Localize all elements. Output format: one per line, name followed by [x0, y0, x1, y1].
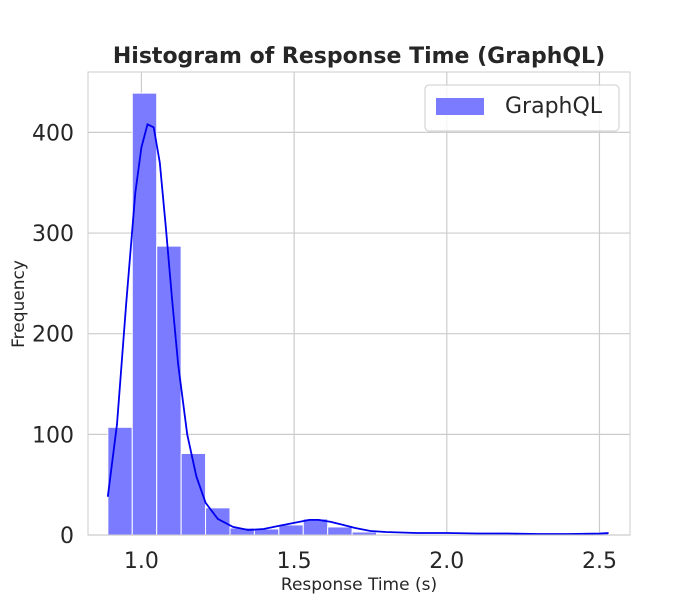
x-tick-label: 2.0 — [429, 549, 464, 574]
y-tick-label: 0 — [60, 524, 74, 549]
legend-box — [424, 84, 620, 132]
histogram-bar — [131, 92, 158, 536]
histogram-bar — [107, 426, 133, 536]
y-axis-label: Frequency — [9, 260, 29, 348]
histogram-bar — [327, 526, 353, 536]
histogram-bars — [107, 92, 610, 536]
histogram-bar — [156, 245, 182, 536]
tick-labels: 1.0 1.5 2.0 2.5 0 100 200 300 400 — [32, 121, 617, 574]
y-tick-label: 200 — [32, 323, 74, 348]
y-tick-label: 400 — [32, 121, 74, 146]
legend-swatch-graphql — [436, 98, 484, 115]
x-tick-label: 2.5 — [582, 549, 617, 574]
x-tick-label: 1.0 — [124, 549, 159, 574]
histogram-bar — [278, 524, 304, 536]
x-tick-label: 1.5 — [277, 549, 312, 574]
legend: GraphQL — [424, 84, 620, 132]
plot-frame — [87, 71, 631, 536]
x-axis-label: Response Time (s) — [281, 575, 437, 595]
histogram-bar — [180, 452, 207, 536]
legend-label-graphql: GraphQL — [505, 94, 603, 119]
chart-title: Histogram of Response Time (GraphQL) — [113, 44, 605, 69]
y-tick-label: 300 — [32, 222, 74, 247]
kde-curve — [106, 122, 609, 535]
histogram-bar — [205, 507, 231, 536]
y-tick-label: 100 — [32, 423, 74, 448]
